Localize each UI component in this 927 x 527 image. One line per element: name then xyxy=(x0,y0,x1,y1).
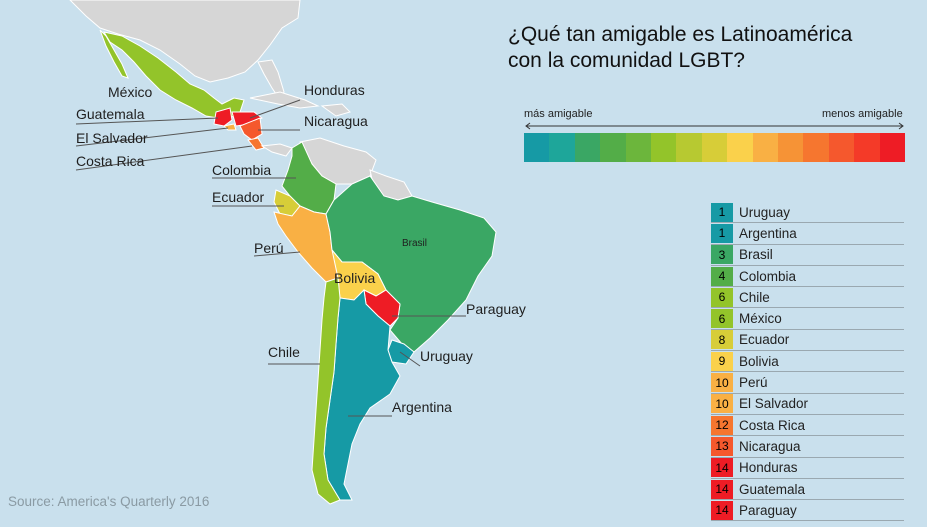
label-argentina: Argentina xyxy=(392,399,452,415)
label-costa-rica: Costa Rica xyxy=(76,153,145,169)
scale-swatch xyxy=(828,133,855,162)
scale-swatch xyxy=(574,133,601,162)
ranking-row: 14 Guatemala xyxy=(711,479,904,501)
rank-country: Perú xyxy=(739,375,768,391)
scale-right-label: menos amigable xyxy=(822,108,903,120)
ranking-row: 4 Colombia xyxy=(711,266,904,288)
rank-country: Nicaragua xyxy=(739,438,801,454)
label-guatemala: Guatemala xyxy=(76,106,145,122)
rank-country: Colombia xyxy=(739,268,797,284)
label-ecuador: Ecuador xyxy=(212,189,265,205)
rank-country: Paraguay xyxy=(739,502,797,518)
scale-left-label: más amigable xyxy=(524,108,593,120)
label-paraguay: Paraguay xyxy=(466,301,526,317)
scale-swatch xyxy=(600,133,626,162)
ranking-row: 12 Costa Rica xyxy=(711,415,904,437)
scale-swatch xyxy=(778,133,804,162)
rank-number: 14 xyxy=(711,479,733,499)
rank-number: 1 xyxy=(711,202,733,222)
rank-country: Chile xyxy=(739,289,770,305)
rank-country: Brasil xyxy=(739,247,773,263)
rank-number: 10 xyxy=(711,394,733,414)
guatemala-region xyxy=(213,107,233,127)
rank-country: El Salvador xyxy=(739,396,809,412)
rank-number: 8 xyxy=(711,330,733,350)
rank-number: 1 xyxy=(711,223,733,243)
label-mexico: México xyxy=(108,84,153,100)
rank-country: Bolivia xyxy=(739,353,779,369)
rank-number: 3 xyxy=(711,245,733,265)
rank-country: Uruguay xyxy=(739,204,791,220)
scale-arrow xyxy=(525,122,904,130)
ranking-row: 1 Argentina xyxy=(711,223,904,245)
rank-country: México xyxy=(739,311,782,327)
rank-number: 13 xyxy=(711,436,733,456)
scale-swatch xyxy=(803,133,829,162)
scale-swatch xyxy=(752,133,779,162)
rank-number: 6 xyxy=(711,287,733,307)
scale-swatch xyxy=(651,133,677,162)
rank-country: Ecuador xyxy=(739,332,790,348)
label-colombia: Colombia xyxy=(212,162,272,178)
ranking-table: 1 Uruguay 1 Argentina 3 Brasil 4 Colombia 6 Chile… xyxy=(711,202,904,522)
rank-country: Argentina xyxy=(739,225,797,241)
scale-swatch xyxy=(879,133,906,162)
label-brasil: Brasil xyxy=(402,238,428,249)
title-line-2: con la comunidad LGBT? xyxy=(508,49,745,72)
ranking-row: 14 Honduras xyxy=(711,458,904,479)
rank-number: 14 xyxy=(711,458,733,478)
label-uruguay: Uruguay xyxy=(420,348,473,364)
rank-country: Costa Rica xyxy=(739,417,806,433)
baja-region xyxy=(99,29,129,79)
ranking-row: 3 Brasil xyxy=(711,245,904,266)
panama-region xyxy=(260,143,293,157)
ranking-row: 6 Chile xyxy=(711,287,904,309)
source-note: Source: America's Quarterly 2016 xyxy=(8,494,210,509)
scale-swatch xyxy=(676,133,702,162)
color-scale xyxy=(524,133,906,162)
rank-number: 4 xyxy=(711,266,733,286)
label-el-salvador: El Salvador xyxy=(76,130,148,146)
usa-land xyxy=(69,0,301,83)
title-line-1: ¿Qué tan amigable es Latinoamérica xyxy=(508,23,853,46)
ranking-row: 10 Perú xyxy=(711,372,904,394)
rank-number: 12 xyxy=(711,415,733,435)
rank-country: Guatemala xyxy=(739,481,806,497)
scale-swatch xyxy=(701,133,728,162)
label-peru: Perú xyxy=(254,240,284,256)
ranking-row: 13 Nicaragua xyxy=(711,436,904,458)
rank-number: 14 xyxy=(711,500,733,520)
leader-lines xyxy=(75,99,466,417)
label-honduras: Honduras xyxy=(304,82,365,98)
costa-rica-region xyxy=(247,137,265,151)
rank-number: 6 xyxy=(711,309,733,329)
label-nicaragua: Nicaragua xyxy=(304,113,368,129)
scale-swatch xyxy=(727,133,753,162)
hispaniola-land xyxy=(320,103,351,117)
scale-swatch xyxy=(524,133,550,162)
ranking-row: 6 México xyxy=(711,308,904,330)
ranking-row: 9 Bolivia xyxy=(711,351,904,373)
label-chile: Chile xyxy=(268,344,300,360)
scale-swatch xyxy=(549,133,575,162)
scale-swatch xyxy=(854,133,880,162)
scale-swatch xyxy=(625,133,652,162)
ranking-row: 10 El Salvador xyxy=(711,394,904,415)
label-bolivia: Bolivia xyxy=(334,270,376,286)
nicaragua-region xyxy=(239,117,263,141)
chile-region xyxy=(311,277,341,505)
ranking-row: 1 Uruguay xyxy=(711,202,904,224)
cuba-land xyxy=(249,91,320,109)
ranking-row: 14 Paraguay xyxy=(711,500,904,522)
rank-country: Honduras xyxy=(739,460,798,476)
rank-number: 10 xyxy=(711,373,733,393)
map-title: ¿Qué tan amigable es Latinoamérica con l… xyxy=(508,22,852,74)
ranking-row: 8 Ecuador xyxy=(711,330,904,352)
rank-number: 9 xyxy=(711,351,733,371)
